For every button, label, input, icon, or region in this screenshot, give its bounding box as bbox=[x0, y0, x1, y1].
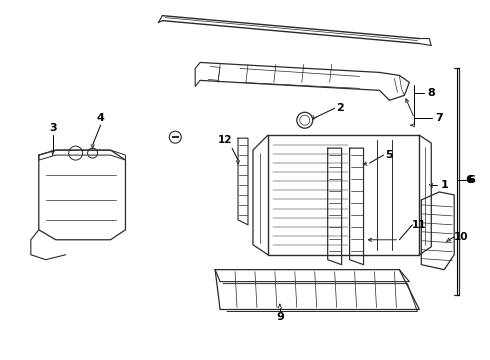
Text: 11: 11 bbox=[412, 220, 427, 230]
Text: 10: 10 bbox=[454, 232, 468, 242]
Text: 12: 12 bbox=[218, 135, 232, 145]
Text: 9: 9 bbox=[276, 312, 284, 323]
Text: 4: 4 bbox=[97, 113, 104, 123]
Text: 7: 7 bbox=[436, 113, 443, 123]
Text: 6: 6 bbox=[465, 175, 473, 185]
Text: 1: 1 bbox=[441, 180, 448, 190]
Text: 8: 8 bbox=[427, 88, 435, 98]
Text: 5: 5 bbox=[386, 150, 393, 160]
Text: 2: 2 bbox=[336, 103, 343, 113]
Text: 6: 6 bbox=[467, 175, 475, 185]
Text: 3: 3 bbox=[49, 123, 56, 133]
